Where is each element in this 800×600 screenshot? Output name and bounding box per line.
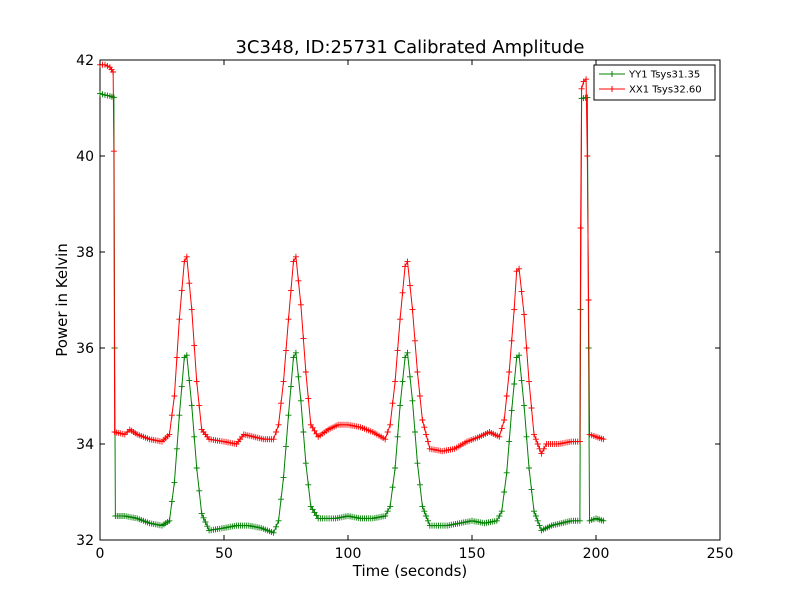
series-markers <box>97 90 607 536</box>
x-axis: 0 50 100 150 200 250 <box>96 60 734 562</box>
x-tick-label: 0 <box>96 546 105 562</box>
y-tick-label: 42 <box>76 53 94 69</box>
x-axis-label: Time (seconds) <box>352 562 468 580</box>
chart-title: 3C348, ID:25731 Calibrated Amplitude <box>235 37 584 58</box>
y-tick-label: 34 <box>76 437 94 453</box>
y-tick-label: 36 <box>76 341 94 357</box>
x-tick-label: 150 <box>459 546 486 562</box>
legend-box <box>593 64 716 101</box>
legend-marker <box>609 71 615 77</box>
y-axis: 32 34 36 38 40 42 <box>76 53 720 549</box>
legend: YY1 Tsys31.35 XX1 Tsys32.60 <box>593 64 716 101</box>
y-tick-label: 40 <box>76 149 94 165</box>
x-tick-label: 50 <box>215 546 233 562</box>
y-tick-label: 32 <box>76 533 94 549</box>
x-tick-label: 100 <box>335 546 362 562</box>
legend-label: XX1 Tsys32.60 <box>629 85 702 96</box>
legend-marker <box>609 86 615 92</box>
legend-label: YY1 Tsys31.35 <box>628 70 700 81</box>
y-tick-label: 38 <box>76 245 94 261</box>
y-axis-label: Power in Kelvin <box>53 243 71 357</box>
plot-area <box>97 59 721 541</box>
series-yy1 <box>97 90 607 536</box>
x-tick-label: 250 <box>707 546 734 562</box>
plot-frame <box>99 59 721 541</box>
x-tick-label: 200 <box>583 546 610 562</box>
